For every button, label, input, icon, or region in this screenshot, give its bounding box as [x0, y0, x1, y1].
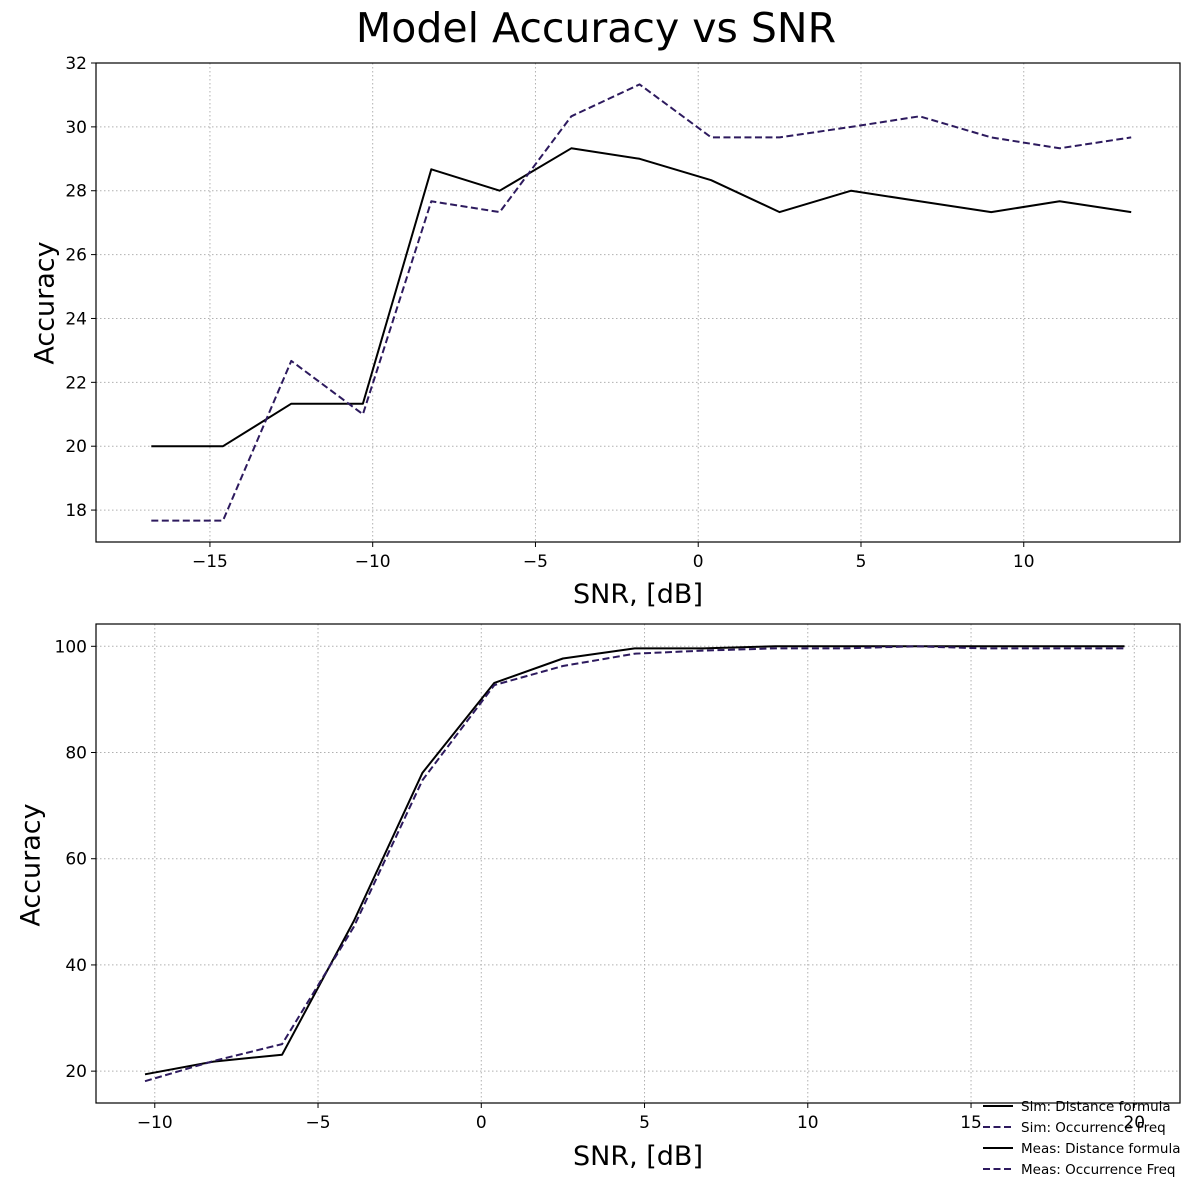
y-axis-label-bottom: Accuracy: [15, 803, 46, 926]
x-tick-label: −5: [523, 552, 548, 572]
y-tick-label: 22: [65, 373, 87, 393]
y-tick-label: 32: [65, 54, 87, 74]
figure-title: Model Accuracy vs SNR: [356, 4, 836, 52]
y-tick-label: 80: [65, 744, 87, 764]
y-tick-label: 40: [65, 956, 87, 976]
y-tick-label: 24: [65, 309, 87, 329]
x-tick-label: 10: [797, 1113, 819, 1133]
axes-frame-bottom: [95, 623, 1181, 1104]
axes-frame-top: [95, 62, 1181, 543]
y-tick-label: 100: [55, 637, 87, 657]
x-tick-label: 15: [960, 1113, 982, 1133]
series-line-bottom-0: [144, 645, 1125, 1076]
series-line-top-1: [151, 83, 1132, 522]
chart-bottom: −10 −5 0 5 10 15 20 20 40 60 80 100 SNR, [dB] Accur…: [15, 623, 1181, 1172]
x-tick-label: −15: [192, 552, 228, 572]
legend: Sim: Distance formula Sim: Occurrence Fre…: [983, 1099, 1180, 1178]
x-tick-label: 20: [1123, 1113, 1145, 1133]
y-axis-label-top: Accuracy: [29, 241, 60, 364]
legend-label: Sim: Distance formula: [1021, 1099, 1171, 1115]
y-tick-label: 26: [65, 246, 87, 266]
chart-top: −15 −10 −5 0 5 10 18 20 22 24 26 28 30 32 SNR, [dB] A…: [29, 54, 1181, 610]
y-tick-label: 30: [65, 118, 87, 138]
series-line-top-0: [151, 147, 1132, 448]
ticks-top: −15 −10 −5 0 5 10 18 20 22 24 26 28 30 32: [65, 54, 1034, 572]
y-tick-label: 18: [65, 501, 87, 521]
x-axis-label-top: SNR, [dB]: [573, 579, 703, 610]
series-line-bottom-1: [144, 645, 1125, 1083]
y-tick-label: 60: [65, 850, 87, 870]
x-tick-label: 10: [1013, 552, 1035, 572]
series-top: [151, 83, 1132, 522]
x-tick-label: 5: [639, 1113, 650, 1133]
y-tick-label: 28: [65, 182, 87, 202]
legend-label: Meas: Distance formula: [1021, 1141, 1180, 1157]
x-tick-label: 0: [476, 1113, 487, 1133]
y-tick-label: 20: [65, 437, 87, 457]
y-tick-label: 20: [65, 1062, 87, 1082]
legend-label: Sim: Occurrence Freq: [1021, 1120, 1166, 1136]
x-tick-label: 5: [856, 552, 867, 572]
grid-top: [96, 62, 1180, 542]
x-tick-label: −5: [305, 1113, 330, 1133]
series-bottom: [144, 645, 1125, 1083]
x-axis-label-bottom: SNR, [dB]: [573, 1141, 703, 1172]
legend-label: Meas: Occurrence Freq: [1021, 1162, 1176, 1178]
x-tick-label: −10: [137, 1113, 173, 1133]
x-tick-label: −10: [355, 552, 391, 572]
x-tick-label: 0: [693, 552, 704, 572]
grid-bottom: [96, 624, 1180, 1103]
ticks-bottom: −10 −5 0 5 10 15 20 20 40 60 80 100: [55, 637, 1146, 1133]
